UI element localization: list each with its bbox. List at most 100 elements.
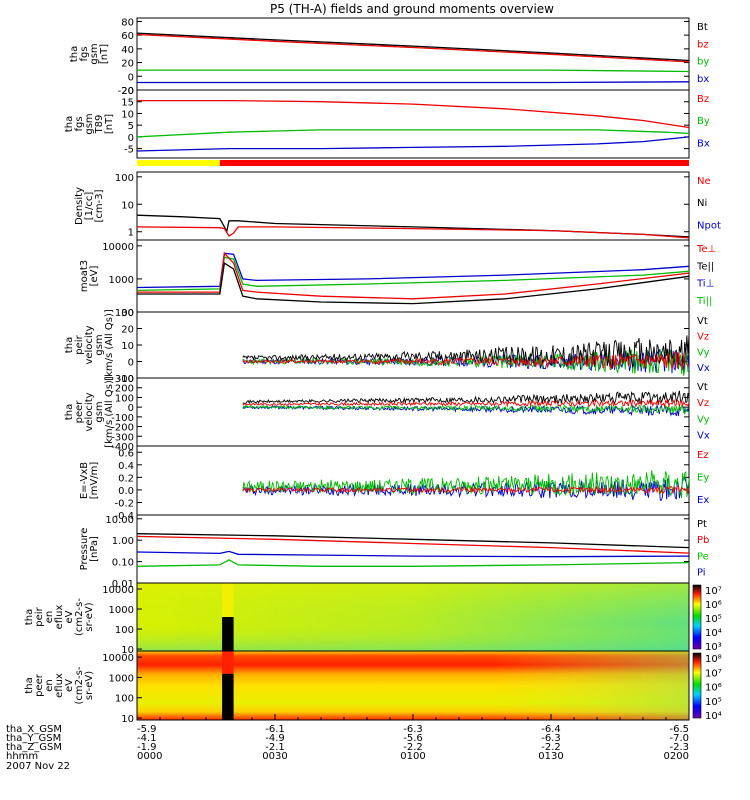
series-line: [136, 226, 690, 239]
legend-entry: Ey: [697, 473, 709, 484]
y-tick-label: 10: [121, 200, 134, 211]
y-tick-label: -0.2: [114, 498, 134, 509]
panel-efield: 0.6 0.40.2 0.0-0.2 -0.4 E=-VxB[mV/m] Ez Ey Ex: [79, 445, 709, 522]
footer-row-value: 0030: [262, 751, 287, 762]
y-tick-label: 0.2: [118, 473, 134, 484]
footer-row-value: -5.6: [403, 733, 423, 744]
footer-row-label: tha_Z_GSM: [6, 742, 62, 753]
y-tick-label: -400: [111, 442, 134, 453]
panel-ylabel: moat3[eV]: [79, 260, 100, 292]
series-noise: [242, 398, 690, 408]
y-tick-label: -100: [111, 413, 134, 424]
mode-bar-segment: [137, 160, 220, 166]
y-tick-label: 10: [121, 645, 134, 656]
legend-entry: Npot: [697, 220, 721, 231]
panel-pressure: 10.00 1.00 0.10 0.01 Pressure[nPa] Pt Pb Pe Pi: [79, 514, 709, 590]
y-tick-label: 10000: [102, 242, 134, 253]
y-tick-label: 100: [115, 694, 134, 705]
panel-ylabel: thapeerenefluxeV(cm2-s-sr-eV): [24, 666, 95, 704]
footer-row-value: -6.4: [541, 724, 561, 735]
footer-row-label: hhmm: [6, 751, 38, 762]
legend-entry: bx: [697, 74, 709, 85]
panel-elec-spec: 10000 1000 100 10 thapeerenefluxeV(cm2-s-sr-…: [24, 650, 722, 725]
y-tick-label: 0.4: [118, 461, 134, 472]
panel-frame: [136, 17, 690, 91]
y-tick-label: 20: [121, 325, 134, 336]
legend-entry: By: [697, 116, 710, 127]
y-tick-label: 10: [121, 714, 134, 725]
chart-title: P5 (TH-A) fields and ground moments over…: [270, 2, 554, 16]
footer-row-value: -4.9: [265, 733, 285, 744]
footer-row-value: -2.3: [669, 742, 689, 753]
legend-entry: Vy: [697, 347, 710, 358]
panel-frame: [136, 89, 690, 159]
y-tick-label: 0: [128, 72, 134, 83]
series-line: [136, 32, 690, 62]
legend-entry: Te||: [696, 261, 714, 272]
legend-entry: Ex: [697, 495, 709, 506]
panel-temp: 10000 1000 100 moat3[eV] Te⊥ Te|| Ti⊥ Ti||: [79, 239, 716, 319]
panel-ylabel: thapeirenefluxeV(cm2-s-sr-eV): [24, 598, 95, 636]
y-tick-label: -0.4: [114, 511, 134, 522]
colorbar: [692, 584, 702, 650]
legend-entry: Vx: [697, 363, 710, 374]
panel-ylabel: thapeirvelocitygsm[km/s (All Qs)]: [64, 309, 115, 381]
series-noise: [242, 403, 690, 415]
footer-row-value: 0200: [664, 751, 689, 762]
footer-row-value: 0130: [538, 751, 563, 762]
panel-ylabel: thapeervelocitygsm[km/s (All Qs)]: [64, 376, 115, 448]
panel-ylabel: E=-VxB[mV/m]: [79, 462, 100, 500]
legend-entry: Te⊥: [696, 244, 716, 255]
legend-entry: Bx: [697, 138, 710, 149]
legend-entry: Vt: [697, 316, 708, 327]
y-tick-label: 10: [121, 109, 134, 120]
colorbar-tick-label: 10⁴: [705, 628, 722, 639]
colorbar-tick-label: 10⁴: [705, 711, 722, 722]
legend-entry: Vy: [697, 414, 710, 425]
panel-ylabel: Pressure[nPa]: [79, 528, 100, 571]
colorbar-tick-label: 10⁷: [705, 586, 722, 597]
y-tick-label: 0.6: [118, 448, 134, 459]
panel-frame: [136, 377, 690, 447]
y-tick-label: 20: [121, 59, 134, 70]
series-line: [136, 256, 690, 292]
panel-fgs: 80 60 40 20 0 -20 thafgsgsm[nT] Bt bz by bx: [69, 17, 709, 97]
spectrogram-data-gap: [222, 617, 234, 651]
y-tick-label: 1.00: [112, 536, 134, 547]
y-tick-label: 0.10: [112, 558, 134, 569]
footer-row-value: -6.1: [265, 724, 285, 735]
y-tick-label: 0: [128, 133, 134, 144]
legend-entry: Pt: [697, 519, 707, 530]
panel-ylabel: thafgsgsmT89[nT]: [64, 113, 115, 134]
panel-vel2: 3002001000-100-200-300-400thapeervelocit…: [64, 374, 710, 453]
y-tick-label: 10.00: [105, 515, 134, 526]
footer-row-label: tha_Y_GSM: [6, 733, 61, 744]
legend-entry: Ni: [697, 198, 707, 209]
series-line: [137, 262, 690, 305]
footer-row-value: -2.2: [541, 742, 561, 753]
y-tick-label: 100: [115, 625, 134, 636]
y-tick-label: 0: [128, 403, 134, 414]
footer-row-value: -1.9: [137, 742, 157, 753]
series-noise: [242, 351, 690, 371]
panel-ylabel: Density[1/cc][cm-3]: [74, 187, 105, 225]
legend-entry: Pi: [697, 568, 706, 579]
y-tick-label: 100: [115, 173, 134, 184]
y-tick-label: 10: [121, 341, 134, 352]
legend-entry: Bt: [697, 22, 708, 33]
spectrogram-data-gap: [222, 673, 234, 720]
footer-row-value: -2.2: [403, 742, 423, 753]
footer-row-value: -7.0: [669, 733, 689, 744]
y-tick-label: 0: [128, 358, 134, 369]
footer-row-value: 0000: [137, 751, 162, 762]
legend-entry: Vt: [697, 382, 708, 393]
series-noise: [242, 349, 690, 376]
series-line: [136, 33, 690, 63]
series-line: [136, 535, 690, 554]
panel-frame: [136, 514, 690, 584]
spectrogram-shading: [137, 583, 689, 651]
panel-density: 100 10 1 Density[1/cc][cm-3] Ne Ni Npot: [74, 171, 721, 241]
